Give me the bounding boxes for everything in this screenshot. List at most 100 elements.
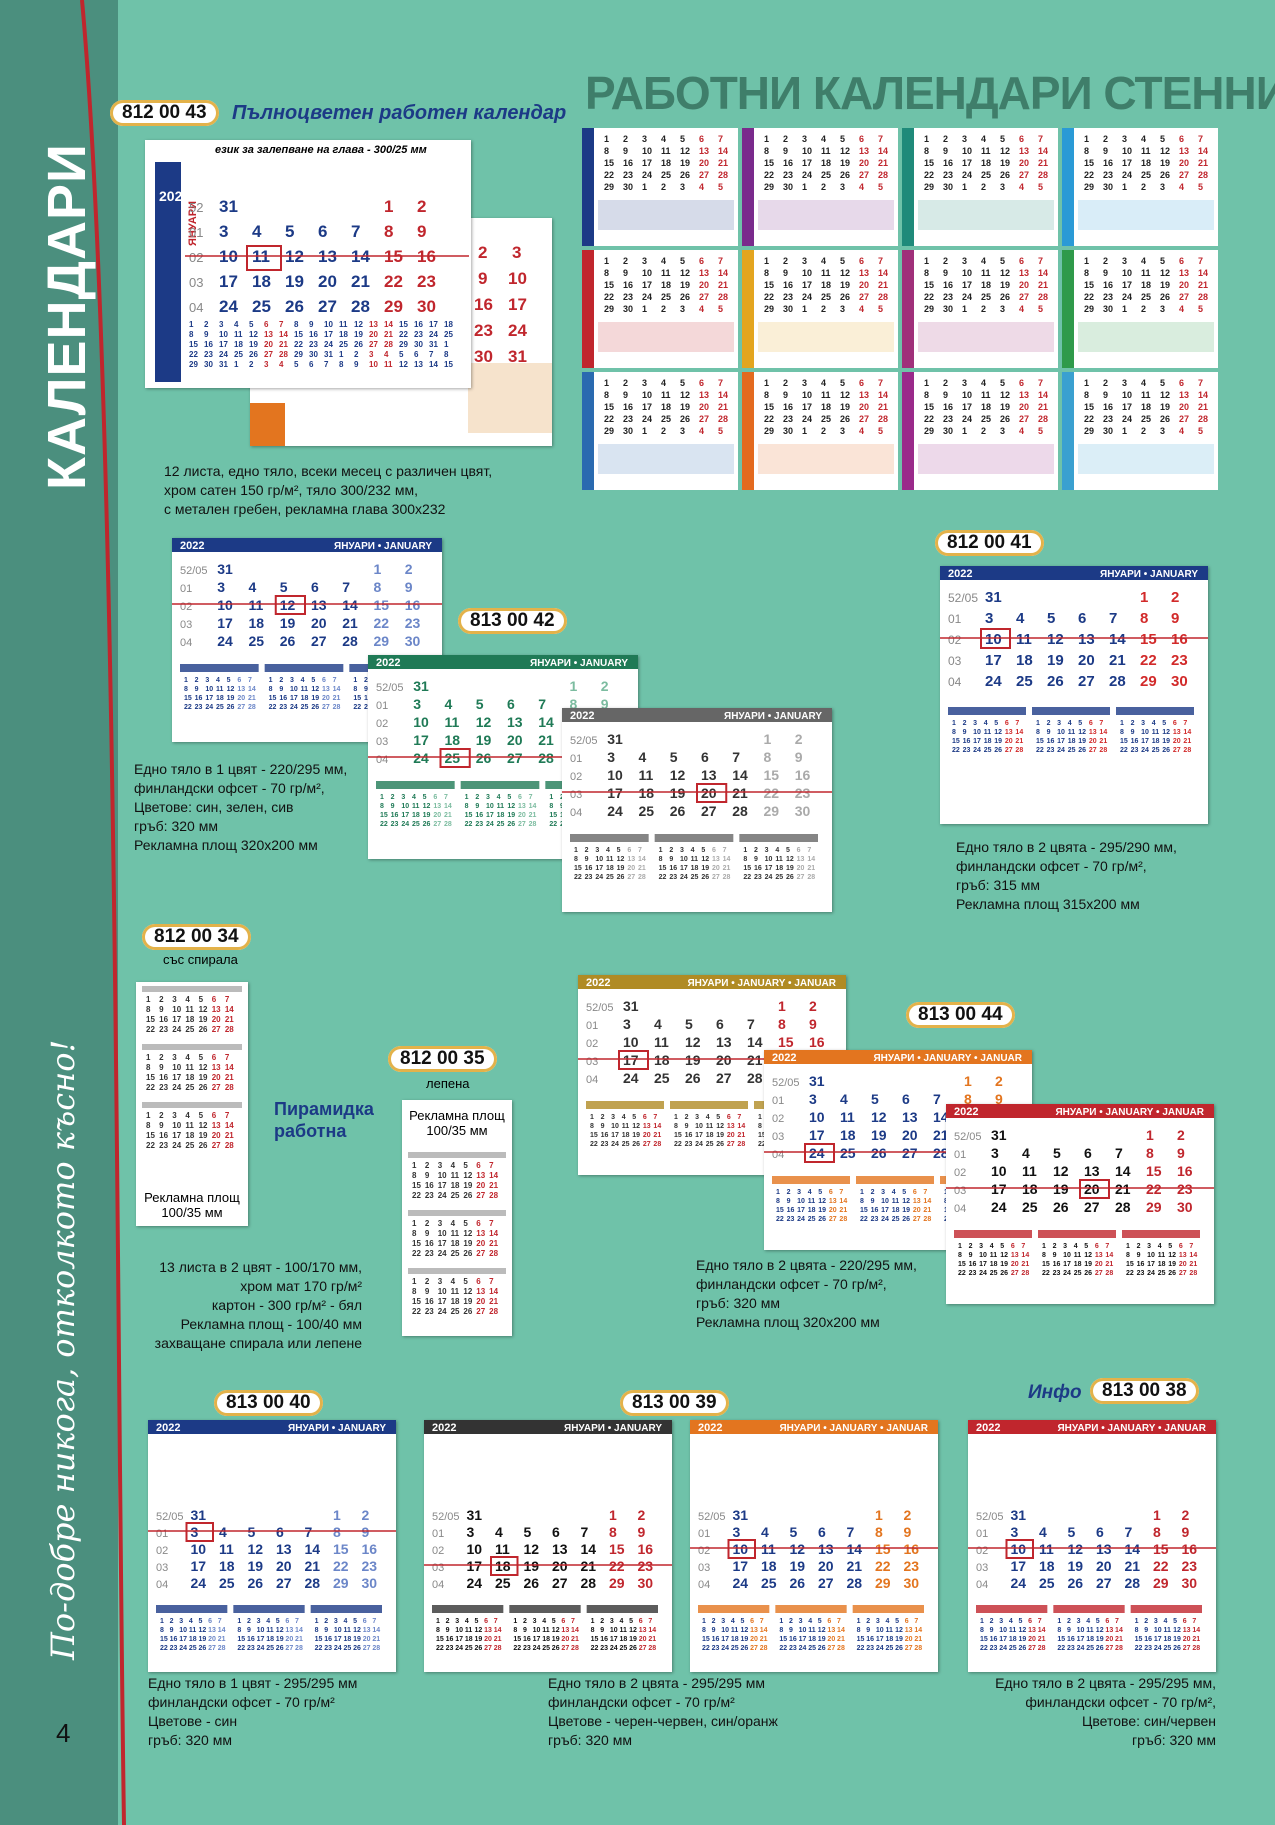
sheet-day: 19 xyxy=(680,402,690,412)
sheet-day: 1 xyxy=(802,182,807,192)
day-cell: 17 xyxy=(809,1127,825,1143)
sheet-day: 9 xyxy=(943,268,948,278)
mini-day: 18 xyxy=(465,1636,473,1643)
mini-day: 23 xyxy=(170,1645,178,1652)
sheet-day: 21 xyxy=(718,402,728,412)
mini-day: 13 xyxy=(1105,1627,1113,1634)
mini-day: 1 xyxy=(860,1189,864,1196)
mini-day: 15 xyxy=(189,340,198,349)
sheet-day: 28 xyxy=(1198,170,1208,180)
day-cell: 1 xyxy=(764,731,772,747)
mini-month-band xyxy=(310,1605,382,1613)
pyramid-day: 6 xyxy=(476,1219,481,1228)
mini-day: 10 xyxy=(999,1627,1007,1634)
mini-day: 26 xyxy=(617,874,625,881)
mini-day: 5 xyxy=(198,1618,202,1625)
pyramid-day: 20 xyxy=(476,1181,485,1190)
day-cell: 8 xyxy=(875,1524,883,1540)
mini-day: 3 xyxy=(765,847,769,854)
mini-day: 16 xyxy=(685,1132,693,1139)
day-cell: 7 xyxy=(342,579,350,595)
month-sheet xyxy=(902,128,1058,246)
mini-day: 10 xyxy=(695,1123,703,1130)
day-cell: 27 xyxy=(701,803,717,819)
mini-day: 23 xyxy=(871,1216,879,1223)
mini-day: 13 xyxy=(414,360,423,369)
week-number: 52/05 xyxy=(948,591,978,605)
pyramid-day: 9 xyxy=(159,1005,164,1014)
sheet-day: 25 xyxy=(981,414,991,424)
pyramid-day: 10 xyxy=(438,1171,447,1180)
sheet-day: 1 xyxy=(1084,134,1089,144)
day-cell: 10 xyxy=(467,1541,483,1557)
mini-day: 28 xyxy=(1183,747,1191,754)
mini-day: 23 xyxy=(446,1645,454,1652)
day-cell: 30 xyxy=(417,297,436,316)
mini-day: 11 xyxy=(465,1627,473,1634)
sheet-day: 14 xyxy=(718,390,728,400)
sheet-day: 26 xyxy=(680,414,690,424)
mini-day: 11 xyxy=(1152,729,1160,736)
date-marker-frame xyxy=(727,1539,756,1559)
mini-day: 2 xyxy=(789,1618,793,1625)
pyramid-day: 5 xyxy=(463,1277,468,1286)
day-cell: 27 xyxy=(507,750,523,766)
pyramid-day: 4 xyxy=(451,1161,456,1170)
mini-day: 24 xyxy=(1057,747,1065,754)
mini-day: 17 xyxy=(611,1132,619,1139)
mini-day: 4 xyxy=(606,847,610,854)
day-cell: 15 xyxy=(609,1541,625,1557)
svg-text:10: 10 xyxy=(508,269,527,288)
sheet-day: 2 xyxy=(661,182,666,192)
month-header-band xyxy=(968,1420,1216,1434)
mini-day: 15 xyxy=(353,695,361,702)
calendar-3month-black-red: ЯНУАРИ • JANUARY 2022 52/05 31 1 2 01 3 4 5 6 7 8 9 02… xyxy=(424,1420,672,1672)
mini-day: 12 xyxy=(311,686,319,693)
mini-day: 1 xyxy=(743,847,747,854)
mini-day: 7 xyxy=(1189,1243,1193,1250)
mini-month-band xyxy=(1032,707,1110,715)
sheet-day: 9 xyxy=(943,146,948,156)
week-number: 04 xyxy=(948,675,962,689)
pyramid-day: 13 xyxy=(212,1063,221,1072)
pyramid-day: 26 xyxy=(463,1307,472,1316)
mini-day: 22 xyxy=(659,874,667,881)
day-cell: 29 xyxy=(609,1575,625,1591)
mini-day: 10 xyxy=(721,1627,729,1634)
mini-day: 22 xyxy=(590,1141,598,1148)
sheet-day: 7 xyxy=(1198,256,1203,266)
mini-day: 13 xyxy=(797,856,805,863)
week-number: 02 xyxy=(570,771,582,783)
pyramid-day: 9 xyxy=(425,1171,430,1180)
mini-day: 25 xyxy=(444,330,453,339)
mini-day: 5 xyxy=(507,794,511,801)
mini-day: 25 xyxy=(301,704,309,711)
mini-day: 19 xyxy=(249,340,258,349)
mini-day: 19 xyxy=(701,865,709,872)
mini-day: 10 xyxy=(979,1252,987,1259)
mini-day: 14 xyxy=(653,1123,661,1130)
sheet-day: 11 xyxy=(661,390,671,400)
mini-day: 4 xyxy=(1158,1243,1162,1250)
day-cell: 22 xyxy=(1146,1181,1162,1197)
mini-day: 25 xyxy=(1152,747,1160,754)
mini-day: 3 xyxy=(264,360,269,369)
sheet-day: 6 xyxy=(859,378,864,388)
mini-day: 12 xyxy=(399,360,408,369)
day-cell: 5 xyxy=(871,1091,879,1107)
sheet-day: 2 xyxy=(943,378,948,388)
pyramid-day: 22 xyxy=(412,1191,421,1200)
day-cell: 5 xyxy=(285,222,294,241)
day-cell: 26 xyxy=(685,1070,701,1086)
mini-day: 22 xyxy=(315,1645,323,1652)
mini-day: 4 xyxy=(984,720,988,727)
sheet-day: 2 xyxy=(661,304,666,314)
sheet-day: 11 xyxy=(821,268,831,278)
day-cell: 4 xyxy=(1016,610,1025,627)
sheet-day: 12 xyxy=(1160,268,1170,278)
day-cell: 8 xyxy=(764,749,772,765)
week-number: 03 xyxy=(948,654,962,668)
mini-day: 23 xyxy=(789,1645,797,1652)
sheet-day: 2 xyxy=(1103,256,1108,266)
